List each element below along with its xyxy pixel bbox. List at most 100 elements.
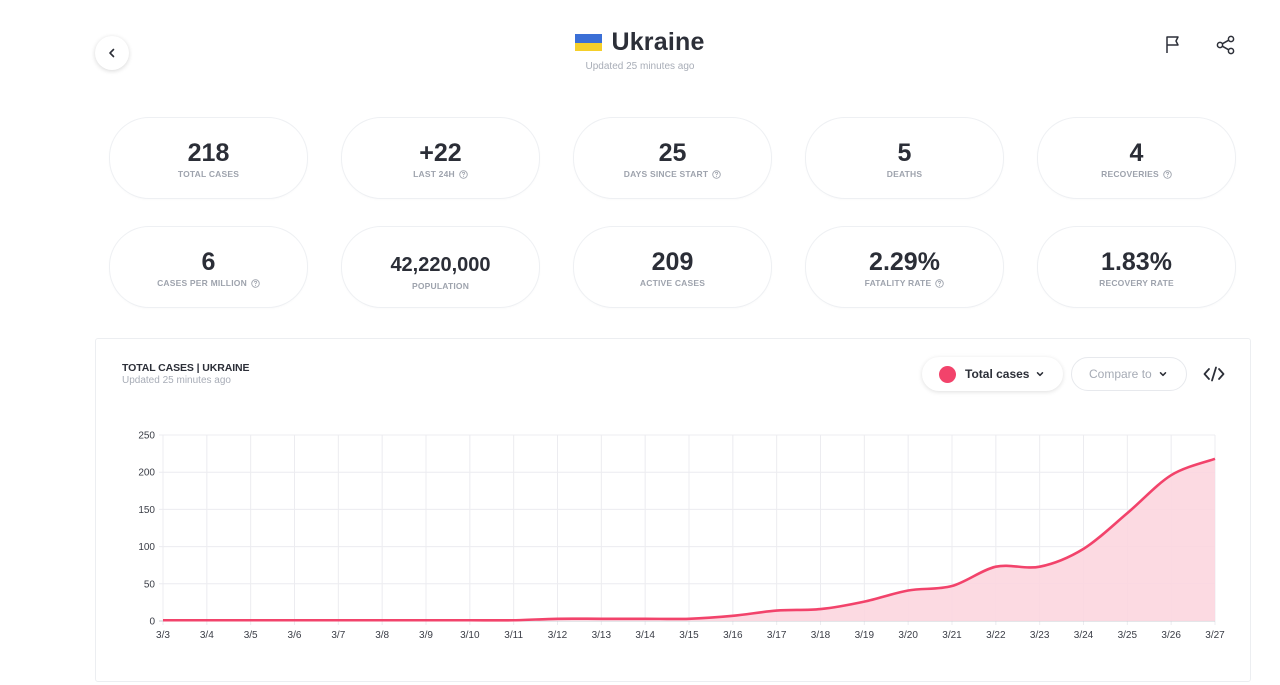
stat-value: 25 (658, 139, 687, 167)
data-point (556, 617, 559, 620)
x-tick-label: 3/26 (1161, 630, 1181, 641)
x-tick-label: 3/17 (767, 630, 787, 641)
x-tick-label: 3/5 (244, 630, 258, 641)
series-line-total-cases (162, 457, 1216, 622)
stat-value: 4 (1129, 139, 1144, 167)
stat-value: +22 (419, 139, 462, 167)
back-button[interactable] (95, 36, 129, 70)
stat-label: LAST 24H (342, 169, 539, 179)
help-circle-icon[interactable] (935, 278, 945, 288)
data-point (907, 589, 910, 592)
x-tick-label: 3/16 (723, 630, 743, 641)
stat-card: +22 LAST 24H (341, 117, 540, 199)
data-point (249, 619, 252, 622)
help-circle-icon[interactable] (251, 278, 260, 288)
help-circle-icon[interactable] (712, 169, 721, 179)
stat-label-text: CASES PER MILLION (157, 278, 247, 288)
help-circle-icon[interactable] (459, 169, 468, 179)
stat-label-text: FATALITY RATE (864, 278, 932, 288)
stat-card: 218 TOTAL CASES (109, 117, 308, 199)
stat-value: 218 (187, 139, 230, 167)
data-point (162, 619, 165, 622)
chevron-left-icon (109, 48, 115, 58)
data-point (1082, 548, 1085, 551)
stat-card: 5 DEATHS (805, 117, 1004, 199)
stat-card: 25 DAYS SINCE START (573, 117, 772, 199)
page-header: Ukraine Updated 25 minutes ago (0, 28, 1280, 72)
data-point (732, 614, 735, 617)
total-cases-chart: 0 50 100 150 200 250 3/3 3/4 3/5 3/6 3/7 3/8 3/9 3/10… (138, 431, 1225, 642)
stat-card: 1.83% RECOVERY RATE (1037, 226, 1236, 308)
stat-value: 5 (897, 139, 912, 167)
data-point (206, 619, 209, 622)
code-icon[interactable] (1202, 364, 1226, 384)
data-point (337, 619, 340, 622)
stat-label: DAYS SINCE START (574, 169, 771, 179)
series-area (163, 458, 1215, 621)
y-tick-label: 250 (138, 431, 155, 442)
x-tick-label: 3/21 (942, 630, 962, 641)
stat-card: 2.29% FATALITY RATE (805, 226, 1004, 308)
data-point (995, 565, 998, 568)
stat-label-text: TOTAL CASES (177, 169, 240, 179)
chevron-down-icon (1159, 372, 1166, 377)
data-point (1126, 512, 1129, 515)
share-icon[interactable] (1214, 33, 1238, 57)
chart-updated-timestamp: Updated 25 minutes ago (122, 375, 231, 386)
stat-label: CASES PER MILLION (110, 278, 307, 288)
stat-value: 1.83% (1101, 248, 1172, 276)
stat-label: POPULATION (342, 281, 539, 291)
y-tick-label: 200 (138, 468, 155, 479)
x-tick-label: 3/19 (855, 630, 875, 641)
data-point (644, 617, 647, 620)
data-point (819, 608, 822, 611)
stat-value: 2.29% (869, 248, 940, 276)
stat-label: TOTAL CASES (110, 169, 307, 179)
stat-label: ACTIVE CASES (574, 278, 771, 288)
x-tick-label: 3/9 (419, 630, 433, 641)
stat-label-text: RECOVERY RATE (1099, 278, 1174, 288)
x-tick-label: 3/20 (898, 630, 918, 641)
data-point (293, 619, 296, 622)
data-point (600, 617, 603, 620)
help-circle-icon[interactable] (1163, 169, 1172, 179)
stat-value: 6 (201, 248, 216, 276)
y-tick-label: 0 (149, 617, 155, 628)
chart-title: TOTAL CASES | UKRAINE (122, 362, 250, 374)
x-tick-label: 3/8 (375, 630, 389, 641)
metric-select[interactable]: Total cases (922, 357, 1063, 391)
chevron-down-icon (1037, 372, 1044, 377)
data-point (512, 619, 515, 622)
x-tick-label: 3/3 (156, 630, 170, 641)
data-point (425, 619, 428, 622)
compare-select[interactable]: Compare to (1071, 357, 1187, 391)
y-tick-label: 50 (144, 579, 156, 590)
data-point (951, 585, 954, 588)
data-point (688, 617, 691, 620)
metric-select-label: Total cases (965, 367, 1030, 381)
x-tick-label: 3/4 (200, 630, 214, 641)
stat-card: 42,220,000 POPULATION (341, 226, 540, 308)
stat-card: 209 ACTIVE CASES (573, 226, 772, 308)
flag-icon[interactable] (1161, 33, 1185, 57)
ukraine-flag-icon (575, 34, 603, 51)
data-point (863, 600, 866, 603)
chart-panel: TOTAL CASES | UKRAINE Updated 25 minutes… (95, 338, 1251, 682)
data-point (381, 619, 384, 622)
stat-value: 42,220,000 (390, 254, 491, 276)
x-tick-label: 3/14 (635, 630, 655, 641)
x-tick-label: 3/22 (986, 630, 1006, 641)
x-tick-label: 3/7 (331, 630, 345, 641)
x-tick-label: 3/27 (1205, 630, 1225, 641)
updated-timestamp: Updated 25 minutes ago (585, 61, 695, 72)
stat-label-text: POPULATION (411, 281, 470, 291)
stat-label-text: ACTIVE CASES (639, 278, 706, 288)
stat-label-text: DEATHS (886, 169, 923, 179)
x-tick-label: 3/24 (1074, 630, 1094, 641)
data-point (1214, 458, 1217, 461)
x-tick-label: 3/10 (460, 630, 480, 641)
x-tick-label: 3/6 (288, 630, 302, 641)
page-title: Ukraine (611, 28, 705, 56)
data-point (1170, 474, 1173, 477)
x-tick-label: 3/15 (679, 630, 699, 641)
